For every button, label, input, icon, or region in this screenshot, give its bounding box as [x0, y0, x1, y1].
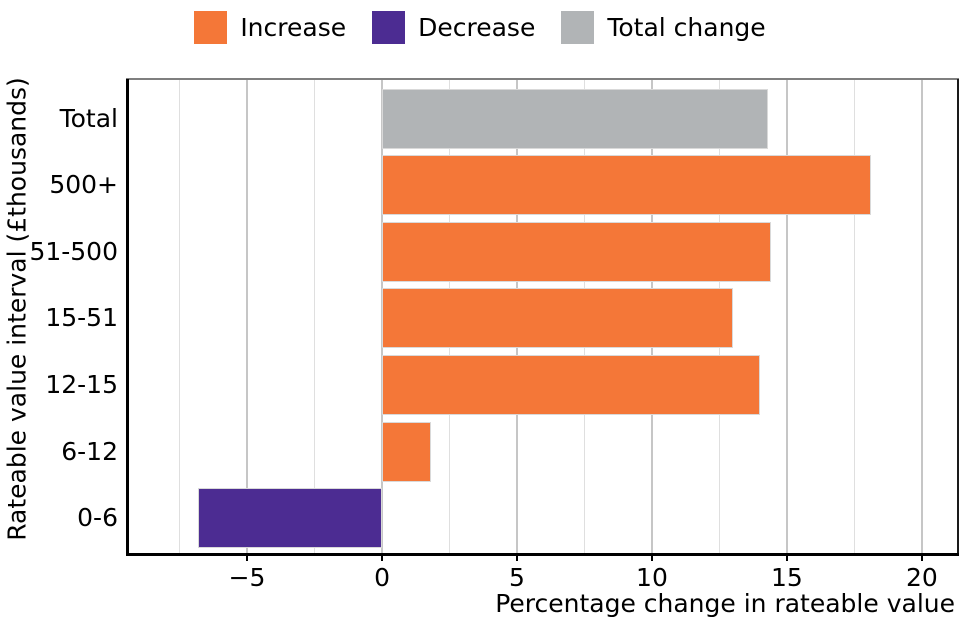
x-tick-mark	[785, 553, 789, 561]
minor-gridline	[178, 79, 181, 553]
x-tick-label: 0	[374, 563, 390, 592]
bar-500-	[382, 155, 871, 216]
x-tick-mark	[245, 553, 249, 561]
bar-0-6	[198, 488, 382, 549]
bar-total	[382, 88, 769, 149]
bar-51-500	[382, 221, 771, 282]
x-tick-label: 20	[906, 563, 938, 592]
x-tick-mark	[920, 553, 924, 561]
legend-item-total-change: Total change	[561, 10, 766, 44]
x-tick-label: 15	[771, 563, 803, 592]
bar-6-12	[382, 421, 431, 482]
legend-label-decrease: Decrease	[418, 12, 536, 42]
x-tick-mark	[650, 553, 654, 561]
major-gridline	[785, 79, 788, 553]
bottom-spine	[126, 552, 959, 556]
legend-item-increase: Increase	[194, 10, 347, 44]
bar-15-51	[382, 288, 733, 349]
y-tick-label: 500+	[49, 170, 118, 200]
x-tick-label: 10	[636, 563, 668, 592]
plot-area: −5 0 5 10 15 20	[126, 78, 959, 592]
x-tick-label: 5	[509, 563, 525, 592]
x-tick-mark	[380, 553, 384, 561]
y-tick-label: 15-51	[45, 303, 118, 333]
major-gridline	[246, 79, 249, 553]
x-tick-mark	[515, 553, 519, 561]
y-tick-label: 12-15	[45, 370, 118, 399]
legend-label-increase: Increase	[240, 12, 347, 42]
legend-item-decrease: Decrease	[372, 10, 536, 44]
y-tick-label: 6-12	[61, 436, 118, 466]
minor-gridline	[313, 79, 316, 553]
legend-swatch-decrease	[372, 10, 406, 44]
y-tick-label: 0-6	[77, 503, 118, 533]
x-axis-title: Percentage change in rateable value	[495, 589, 955, 618]
left-spine	[126, 79, 129, 553]
bar-12-15	[382, 355, 760, 415]
x-tick-label: −5	[228, 563, 266, 592]
y-tick-label: Total	[59, 103, 118, 133]
legend-label-total-change: Total change	[607, 12, 766, 42]
y-tick-label: 51-500	[29, 236, 118, 266]
legend-swatch-increase	[194, 10, 228, 44]
top-spine	[126, 78, 959, 80]
right-spine	[957, 79, 959, 553]
legend-swatch-total-change	[561, 10, 595, 44]
minor-gridline	[853, 79, 856, 553]
major-gridline	[920, 79, 923, 553]
legend: Increase Decrease Total change	[0, 8, 960, 46]
